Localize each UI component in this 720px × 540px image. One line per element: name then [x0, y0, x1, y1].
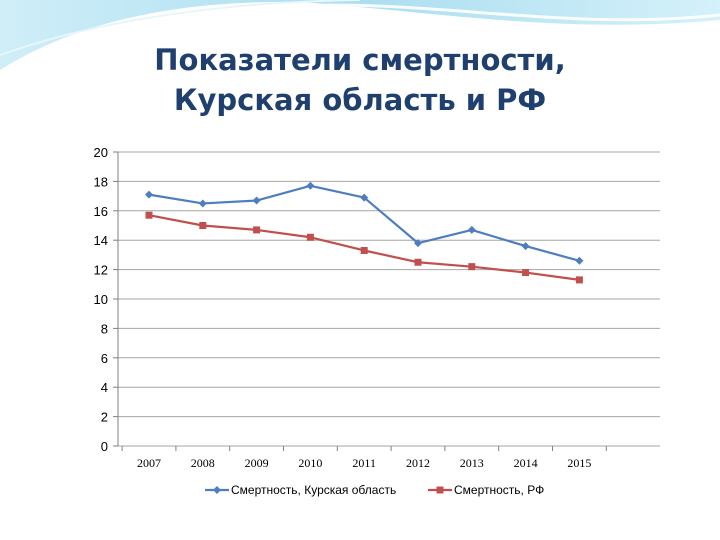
x-tick-label-2013: 2013	[460, 456, 484, 470]
data-point-series-2	[468, 263, 476, 271]
x-tick-label-2012: 2012	[406, 456, 430, 470]
title-line-2: Курская область и РФ	[173, 83, 547, 117]
x-tick-label-2015: 2015	[567, 456, 591, 470]
data-point-series-2	[306, 233, 314, 241]
y-tick-label: 0	[101, 439, 108, 454]
data-point-series-1	[252, 196, 261, 205]
title-line-1: Показатели смертности,	[154, 43, 566, 77]
y-tick-label: 18	[94, 174, 108, 189]
data-point-series-1	[414, 239, 422, 248]
y-tick-label: 14	[94, 233, 108, 248]
data-point-series-1	[306, 181, 315, 190]
gridlines	[118, 151, 660, 447]
x-tick-label-2011: 2011	[352, 456, 376, 470]
data-point-series-2	[414, 258, 422, 266]
data-point-series-2	[253, 226, 261, 234]
y-tick-label: 2	[101, 410, 108, 425]
legend-label-1: Смертность, Курская область	[231, 483, 396, 497]
x-tick-label-2007: 2007	[137, 456, 161, 470]
data-point-series-1	[145, 190, 153, 199]
legend-label-2: Смертность, РФ	[454, 483, 544, 497]
data-point-series-1	[360, 193, 369, 202]
legend: Смертность, Курская область Смертность, Р…	[205, 483, 544, 497]
legend-marker-2	[436, 486, 444, 494]
data-point-series-1	[521, 242, 530, 251]
y-tick-label: 10	[94, 292, 108, 307]
x-tick-label-2014: 2014	[514, 456, 538, 470]
legend-marker-1	[213, 486, 221, 494]
axes: 0 2 4 6 8 10 12 14 16 18 20 2007 2008 2009 2010 2011 201…	[94, 145, 607, 470]
data-point-series-1	[198, 199, 207, 208]
data-point-series-2	[360, 246, 368, 254]
y-tick-label: 6	[101, 351, 108, 366]
data-point-series-2	[199, 222, 207, 229]
x-tick-label-2010: 2010	[298, 456, 322, 470]
header-wave-decoration	[0, 0, 720, 82]
x-tick-label-2008: 2008	[191, 456, 215, 470]
x-tick-label-2009: 2009	[245, 456, 269, 470]
series-lines	[145, 181, 584, 284]
y-tick-label: 4	[101, 380, 108, 395]
data-point-series-2	[145, 211, 153, 219]
slide-title: Показатели смертности, Курская область и…	[0, 40, 720, 120]
data-point-series-2	[522, 269, 530, 277]
data-point-series-1	[575, 256, 584, 265]
y-tick-label: 20	[94, 145, 108, 160]
y-tick-label: 12	[94, 263, 108, 278]
data-point-series-2	[575, 276, 583, 284]
y-tick-label: 16	[94, 204, 108, 219]
data-point-series-1	[467, 225, 476, 234]
y-tick-label: 8	[101, 321, 108, 336]
